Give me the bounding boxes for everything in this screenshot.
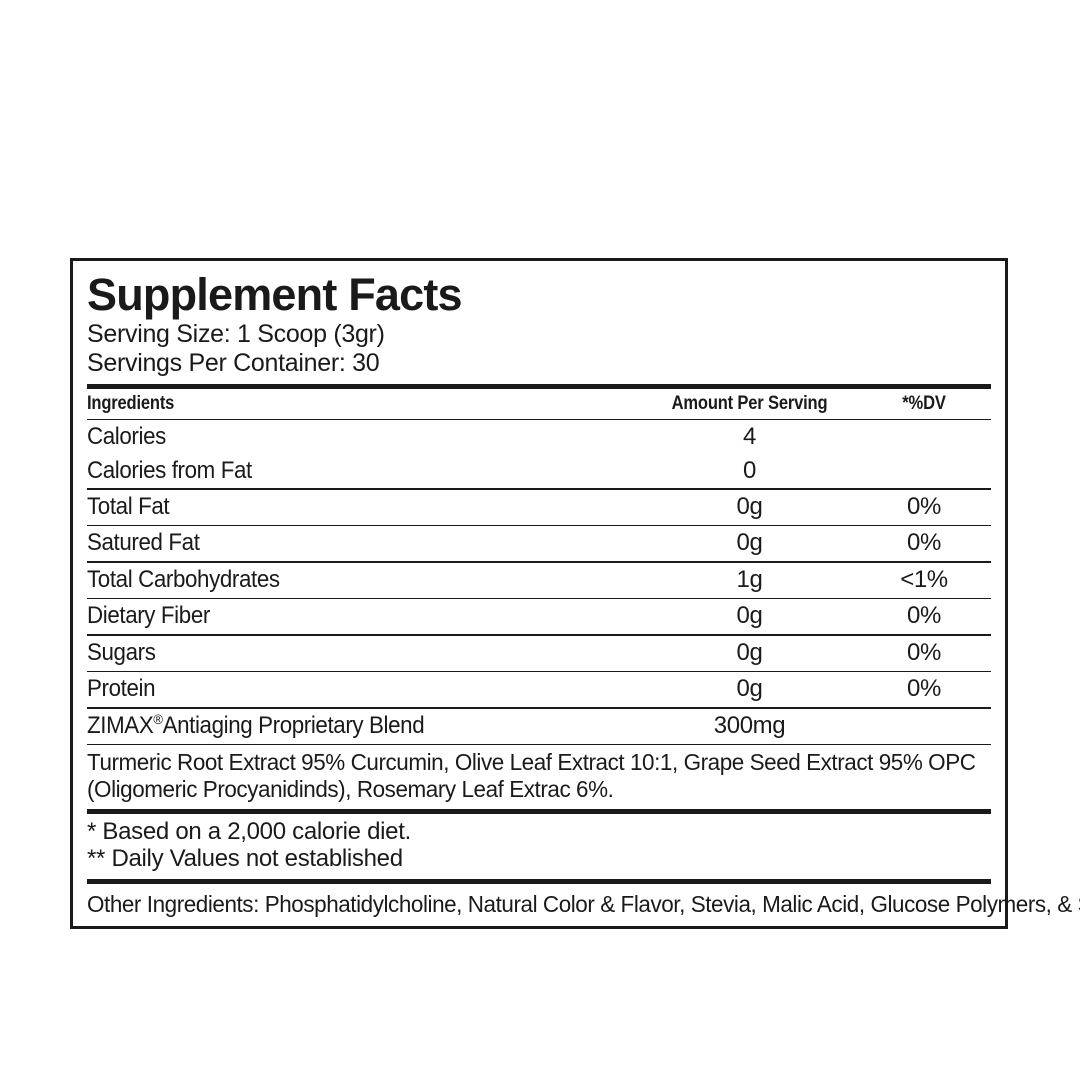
row-label: Protein bbox=[87, 675, 156, 703]
column-header-amount-per-serving: Amount Per Serving bbox=[671, 392, 828, 414]
row-label: Total Carbohydrates bbox=[87, 565, 280, 593]
divider-row bbox=[87, 524, 991, 527]
divider-thick-above-other-ingredients bbox=[87, 878, 991, 884]
footnotes: * Based on a 2,000 calorie diet. ** Dail… bbox=[87, 814, 991, 879]
row-amount: 0g bbox=[736, 638, 763, 666]
column-header-percent-dv: *%DV bbox=[902, 392, 946, 414]
registered-mark-icon: ® bbox=[153, 710, 163, 727]
divider-row bbox=[87, 670, 991, 673]
serving-info: Serving Size: 1 Scoop (3gr) Servings Per… bbox=[87, 320, 991, 384]
servings-per-container: Servings Per Container: 30 bbox=[87, 348, 380, 377]
table-row: Dietary Fiber 0g 0% bbox=[87, 599, 991, 634]
divider-thick-above-footnotes bbox=[87, 809, 991, 815]
row-dv: 0% bbox=[907, 638, 941, 666]
proprietary-blend-row: ZIMAX®Antiaging Proprietary Blend 300mg bbox=[87, 709, 991, 744]
row-dv: <1% bbox=[900, 565, 948, 593]
row-dv: 0% bbox=[907, 529, 941, 557]
row-label: Calories from Fat bbox=[87, 457, 252, 485]
row-label: Satured Fat bbox=[87, 529, 200, 557]
column-header-ingredients: Ingredients bbox=[87, 392, 175, 414]
divider-under-header bbox=[87, 418, 991, 421]
table-header-row: Ingredients Amount Per Serving *%DV bbox=[87, 389, 991, 419]
divider-above-blend-ingredients bbox=[87, 743, 991, 746]
table-row: Satured Fat 0g 0% bbox=[87, 526, 991, 561]
blend-amount: 300mg bbox=[713, 711, 786, 739]
divider-row bbox=[87, 634, 991, 636]
row-amount: 0g bbox=[736, 492, 763, 520]
blend-label: ZIMAX®Antiaging Proprietary Blend bbox=[87, 712, 603, 740]
row-amount: 4 bbox=[743, 423, 756, 451]
row-label: Sugars bbox=[87, 638, 156, 666]
row-dv: 0% bbox=[907, 602, 941, 630]
table-row: Calories from Fat 0 bbox=[87, 454, 991, 488]
divider-thick-top bbox=[87, 383, 991, 389]
row-dv: 0% bbox=[907, 675, 941, 703]
divider-row bbox=[87, 707, 991, 709]
row-label: Total Fat bbox=[87, 492, 170, 520]
footnote-calorie-diet: * Based on a 2,000 calorie diet. bbox=[87, 818, 411, 846]
row-amount: 0g bbox=[736, 529, 763, 557]
table-row: Total Fat 0g 0% bbox=[87, 490, 991, 525]
row-amount: 0g bbox=[736, 602, 763, 630]
row-amount: 0g bbox=[736, 675, 763, 703]
other-ingredients-text: Other Ingredients: Phosphatidylcholine, … bbox=[87, 890, 1080, 917]
footnote-daily-values: ** Daily Values not established bbox=[87, 845, 403, 873]
blend-ingredients-text: Turmeric Root Extract 95% Curcumin, Oliv… bbox=[87, 749, 976, 803]
blend-name-prefix: ZIMAX bbox=[87, 711, 154, 739]
page-title: Supplement Facts bbox=[87, 269, 463, 320]
row-amount: 0 bbox=[743, 457, 756, 485]
table-row: Total Carbohydrates 1g <1% bbox=[87, 563, 991, 598]
serving-size: Serving Size: 1 Scoop (3gr) bbox=[87, 319, 385, 348]
table-row: Sugars 0g 0% bbox=[87, 636, 991, 671]
divider-row bbox=[87, 561, 991, 563]
table-row: Protein 0g 0% bbox=[87, 672, 991, 707]
supplement-facts-panel: Supplement Facts Serving Size: 1 Scoop (… bbox=[70, 258, 1080, 930]
blend-name-suffix: Antiaging Proprietary Blend bbox=[162, 711, 425, 739]
divider-row bbox=[87, 488, 991, 490]
row-amount: 1g bbox=[736, 565, 763, 593]
row-dv: 0% bbox=[907, 492, 941, 520]
row-label: Dietary Fiber bbox=[87, 602, 210, 630]
table-row: Calories 4 bbox=[87, 420, 991, 454]
row-label: Calories bbox=[87, 423, 166, 451]
divider-row bbox=[87, 597, 991, 600]
